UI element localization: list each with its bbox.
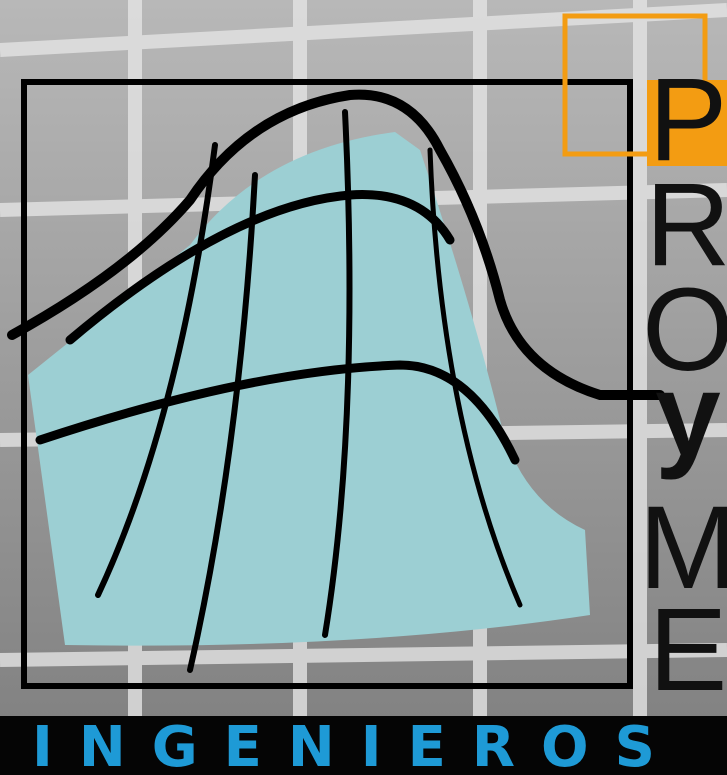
- grid-curves: [7, 89, 665, 673]
- orange-box: [647, 80, 727, 166]
- letter: E: [649, 584, 727, 716]
- frame: [21, 79, 633, 689]
- letter: R: [645, 159, 727, 291]
- letter: P: [649, 54, 727, 186]
- tagline: INGENIEROS: [32, 715, 681, 775]
- letter: M: [639, 482, 727, 614]
- tagline-bar: [0, 716, 727, 775]
- teal-shape: [28, 132, 590, 646]
- letter: y: [655, 349, 721, 481]
- letter: O: [642, 264, 727, 396]
